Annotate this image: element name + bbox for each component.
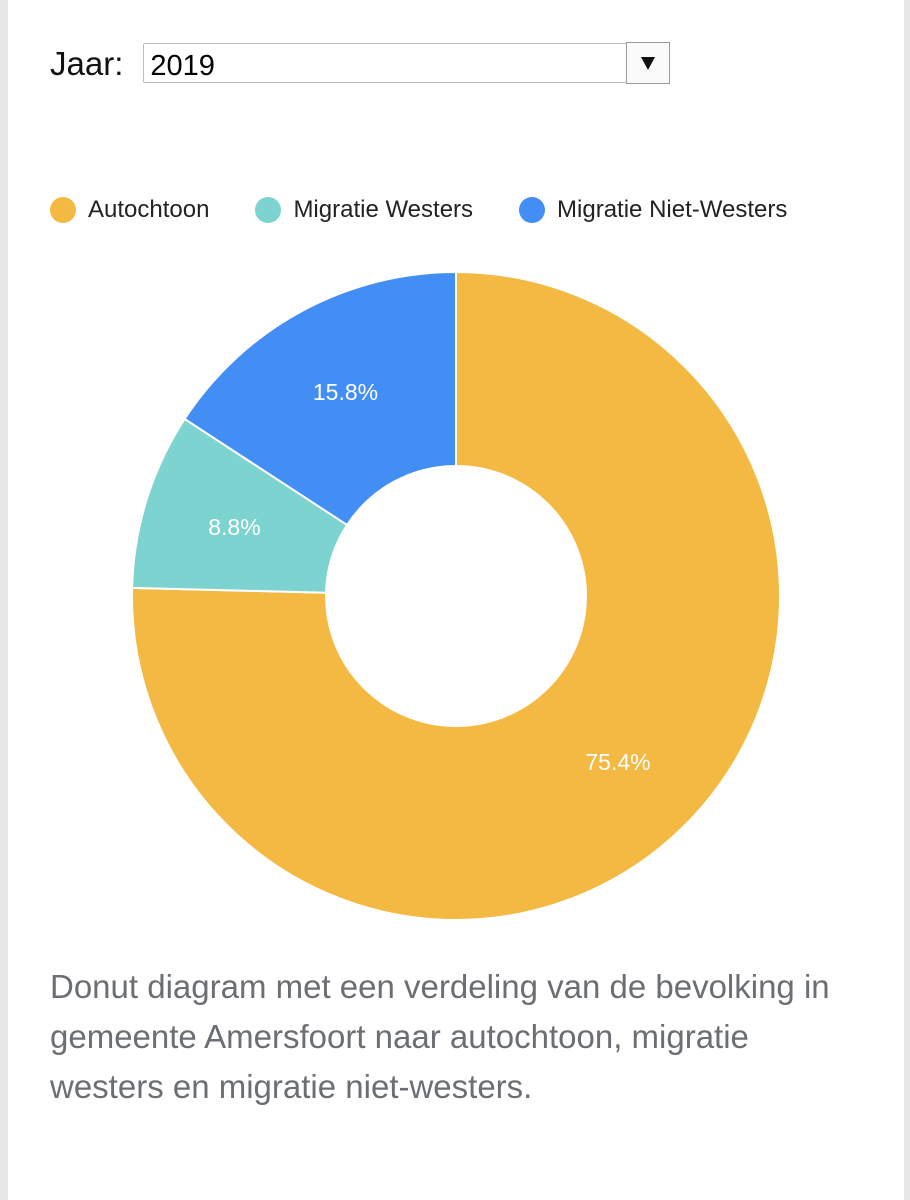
chart-legend: Autochtoon Migratie Westers Migratie Nie… <box>50 196 787 224</box>
year-label: Jaar: <box>50 44 124 82</box>
legend-label: Autochtoon <box>88 196 210 223</box>
dropdown-arrow-icon <box>641 56 656 70</box>
legend-label: Migratie Niet-Westers <box>557 196 788 223</box>
chart-caption: Donut diagram met een verdeling van de b… <box>50 968 830 1105</box>
legend-item-migratie-westers[interactable]: Migratie Westers <box>255 196 473 224</box>
frame-border-right <box>904 0 910 1200</box>
year-select-value: 2019 <box>150 50 215 82</box>
year-select-dropdown-button[interactable] <box>626 42 671 84</box>
year-selector-row: Jaar: 2019 <box>50 40 671 86</box>
donut-slice-autochtoon[interactable] <box>131 270 781 921</box>
legend-item-autochtoon[interactable]: Autochtoon <box>50 196 209 224</box>
slice-value-label: 75.4% <box>585 749 650 775</box>
legend-item-migratie-niet-westers[interactable]: Migratie Niet-Westers <box>519 196 787 224</box>
legend-label: Migratie Westers <box>293 196 474 223</box>
legend-dot <box>519 197 546 223</box>
legend-dot <box>255 197 282 223</box>
donut-slice-migratie-niet-westers[interactable] <box>183 270 457 527</box>
frame-border-left <box>0 0 8 1200</box>
year-select[interactable]: 2019 <box>143 42 671 84</box>
slice-value-label: 8.8% <box>208 514 260 540</box>
legend-dot <box>50 197 76 223</box>
slice-value-label: 15.8% <box>313 379 378 405</box>
